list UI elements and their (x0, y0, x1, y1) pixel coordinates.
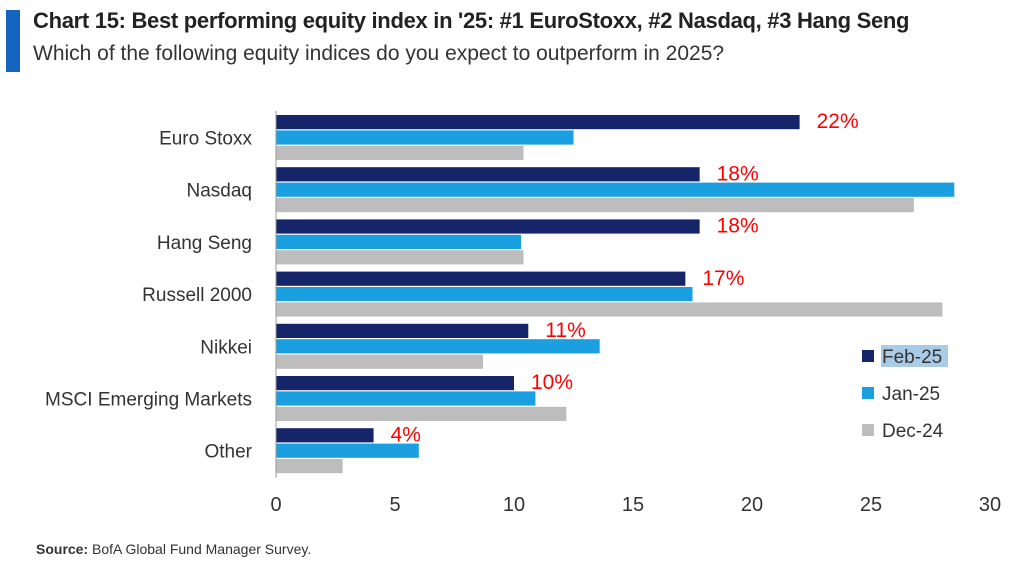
category-label: Russell 2000 (142, 285, 252, 306)
chart-title: Chart 15: Best performing equity index i… (33, 8, 910, 33)
x-tick-label: 30 (979, 494, 1001, 516)
bar-feb-25 (276, 271, 686, 286)
legend-swatch-jan-25 (862, 387, 874, 399)
bar-jan-25 (276, 130, 574, 145)
bar-feb-25 (276, 428, 374, 443)
bar-dec-24 (276, 250, 524, 265)
data-label: 18% (717, 215, 759, 238)
source-note: Source: BofA Global Fund Manager Survey. (36, 541, 311, 557)
data-label: 17% (702, 267, 744, 290)
bar-feb-25 (276, 323, 529, 338)
data-label: 22% (817, 110, 859, 133)
bar-jan-25 (276, 391, 536, 406)
x-tick-label: 15 (622, 494, 644, 516)
category-label: Nasdaq (187, 181, 253, 202)
bar-jan-25 (276, 234, 522, 249)
bar-feb-25 (276, 376, 514, 391)
bar-jan-25 (276, 287, 693, 302)
legend-swatch-feb-25 (862, 350, 874, 362)
bar-jan-25 (276, 182, 955, 197)
legend-swatch-dec-24 (862, 424, 874, 436)
bar-dec-24 (276, 145, 524, 160)
source-label: Source: (36, 541, 89, 557)
bar-dec-24 (276, 459, 343, 474)
bar-dec-24 (276, 302, 943, 317)
data-label: 4% (391, 423, 421, 446)
x-tick-label: 5 (389, 494, 400, 516)
category-label: MSCI Emerging Markets (45, 390, 252, 411)
data-label: 11% (545, 319, 585, 342)
x-tick-label: 10 (503, 494, 525, 516)
bar-jan-25 (276, 443, 419, 458)
x-tick-label: 20 (741, 494, 763, 516)
x-tick-label: 25 (860, 494, 882, 516)
bar-feb-25 (276, 115, 800, 130)
bar-jan-25 (276, 339, 600, 354)
chart-subtitle: Which of the following equity indices do… (33, 42, 725, 65)
legend-label: Dec-24 (882, 421, 944, 442)
bar-dec-24 (276, 198, 914, 213)
data-label: 10% (531, 371, 573, 394)
bar-dec-24 (276, 354, 484, 369)
category-label: Nikkei (200, 337, 252, 358)
legend-label: Jan-25 (882, 384, 940, 405)
legend-label: Feb-25 (882, 347, 942, 368)
category-label: Euro Stoxx (159, 129, 252, 150)
legend-highlight (881, 345, 948, 367)
data-label: 18% (717, 162, 759, 185)
bar-feb-25 (276, 219, 700, 234)
category-label: Other (204, 442, 252, 463)
title-accent-bar (6, 10, 20, 72)
bar-dec-24 (276, 406, 567, 421)
category-label: Hang Seng (157, 233, 252, 254)
source-text: BofA Global Fund Manager Survey. (92, 541, 312, 557)
x-tick-label: 0 (270, 494, 281, 516)
bar-feb-25 (276, 167, 700, 182)
